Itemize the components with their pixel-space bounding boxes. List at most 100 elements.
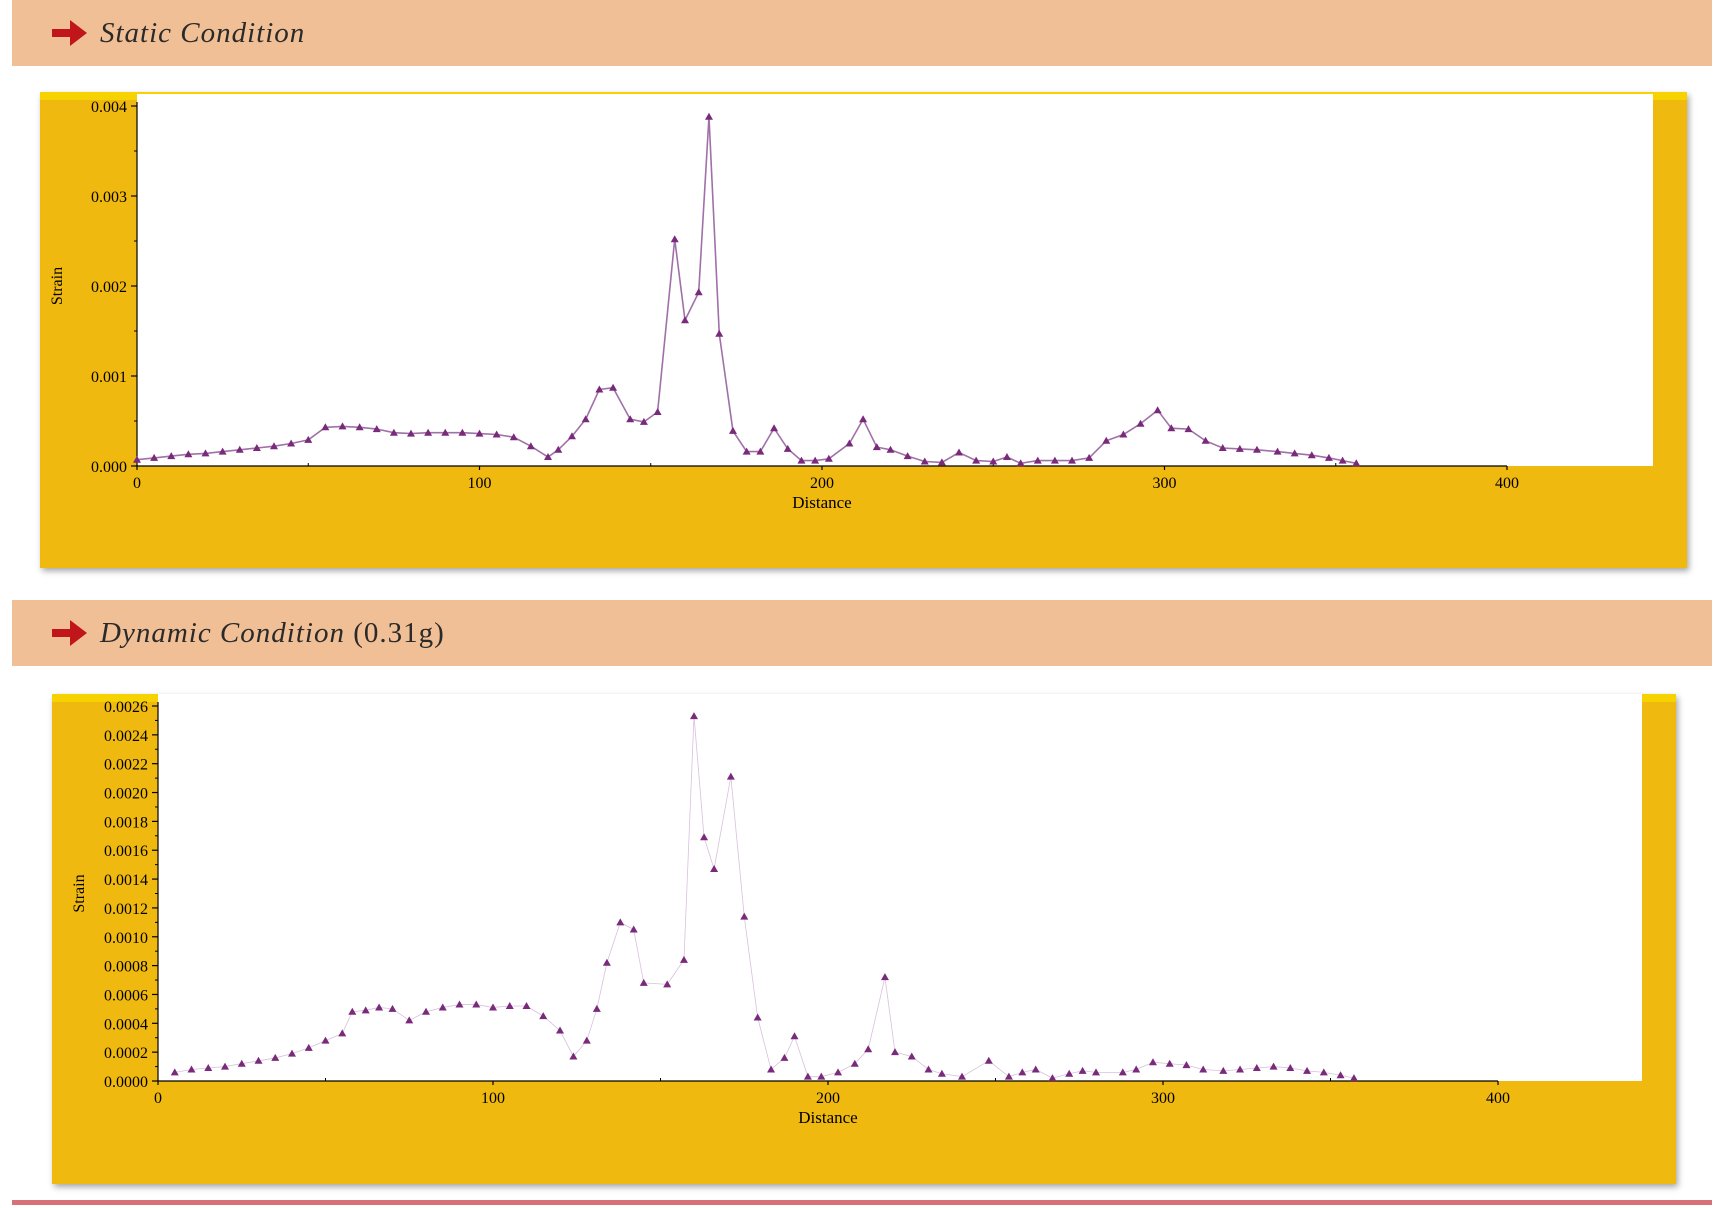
data-point (1148, 1058, 1157, 1066)
chart-frame-dynamic: 0.0000 0.0002 0.0004 0.0006 0.0008 0.0010 0.00… (52, 694, 1676, 1184)
data-point (133, 455, 141, 463)
data-point (1290, 449, 1299, 457)
data-point (1199, 1065, 1208, 1073)
data-point (937, 458, 946, 466)
data-point (1336, 1071, 1345, 1079)
data-point (348, 1007, 357, 1015)
y-tick-label: 0.0008 (104, 959, 148, 976)
x-tick-label: 200 (810, 475, 834, 492)
data-point (1118, 1068, 1127, 1076)
data-point (235, 445, 244, 453)
data-point (475, 429, 484, 437)
data-point (907, 1052, 916, 1060)
data-point (321, 423, 330, 431)
data-point (616, 918, 625, 926)
x-tick-label: 100 (481, 1090, 505, 1107)
data-point (1319, 1068, 1328, 1076)
data-point (770, 424, 779, 432)
x-axis-label: Distance (798, 1108, 857, 1127)
data-point (1165, 1059, 1174, 1067)
data-point (1004, 1072, 1013, 1080)
data-point (338, 1029, 347, 1037)
data-point (1273, 447, 1282, 455)
data-point (859, 415, 868, 423)
data-point (710, 864, 719, 872)
x-tick-label: 0 (154, 1090, 162, 1107)
data-point (903, 452, 912, 460)
y-tick-label: 0.002 (91, 279, 127, 296)
data-point (407, 429, 415, 437)
data-point (304, 435, 313, 443)
data-point (271, 1053, 280, 1061)
data-point (1002, 453, 1011, 460)
data-point (569, 1052, 578, 1060)
data-point (361, 1006, 370, 1014)
data-point (1307, 451, 1316, 459)
y-axis-label: Strain (71, 874, 88, 912)
data-point (1219, 1066, 1228, 1074)
data-point (1201, 436, 1210, 444)
data-point (670, 235, 679, 243)
data-point (972, 456, 981, 464)
x-tick-label: 300 (1151, 1090, 1175, 1107)
data-point (663, 980, 672, 988)
data-point (864, 1045, 873, 1053)
data-point (1018, 1068, 1027, 1076)
data-point (1252, 445, 1261, 453)
arrow-right-icon (52, 20, 87, 46)
data-point (505, 1002, 514, 1009)
y-tick-label: 0.004 (91, 99, 127, 116)
data-point (581, 415, 590, 423)
x-tick-label: 400 (1495, 475, 1519, 492)
data-point (704, 112, 713, 120)
data-point (1033, 456, 1042, 464)
data-point (389, 428, 398, 436)
data-point (1119, 430, 1128, 438)
data-point (321, 1036, 330, 1044)
x-tick-label: 100 (468, 475, 492, 492)
data-point (984, 1056, 993, 1064)
data-point (1167, 424, 1176, 432)
data-point (602, 958, 611, 966)
data-point (582, 1036, 591, 1044)
data-point (694, 288, 703, 296)
y-tick-label: 0.000 (91, 459, 127, 476)
data-point (740, 912, 749, 920)
data-point (1303, 1066, 1312, 1074)
y-tick-label: 0.0006 (104, 987, 148, 1004)
data-point (834, 1068, 843, 1076)
data-point (252, 444, 261, 451)
x-tick-label: 300 (1153, 475, 1177, 492)
plot-area (158, 694, 1642, 1081)
data-point (715, 329, 724, 337)
data-point (681, 316, 689, 324)
section-header-dynamic: Dynamic Condition (0.31g) (12, 600, 1712, 666)
data-point (700, 833, 709, 841)
data-point (221, 1062, 229, 1070)
y-tick-label: 0.0014 (104, 872, 148, 889)
data-point (1016, 459, 1025, 467)
data-point (539, 1012, 548, 1020)
y-tick-label: 0.0016 (104, 843, 148, 860)
data-point (187, 1065, 196, 1073)
data-point (237, 1059, 246, 1067)
y-tick-label: 0.0000 (104, 1074, 148, 1091)
data-point (609, 383, 618, 391)
data-point (1065, 1069, 1074, 1077)
data-point (753, 1013, 762, 1021)
data-point (472, 1000, 481, 1008)
data-point (526, 442, 535, 450)
data-point (726, 772, 735, 780)
data-point (218, 447, 227, 455)
section-title-italic: Static Condition (100, 16, 306, 49)
plot-area (137, 94, 1653, 466)
data-point (567, 432, 576, 440)
data-point (790, 1032, 799, 1040)
data-point (1031, 1065, 1040, 1073)
data-point (1085, 453, 1094, 461)
data-point (1102, 436, 1111, 444)
data-point (1338, 456, 1347, 464)
data-point (880, 973, 889, 981)
bottom-rule (12, 1200, 1712, 1205)
data-point (811, 456, 820, 464)
